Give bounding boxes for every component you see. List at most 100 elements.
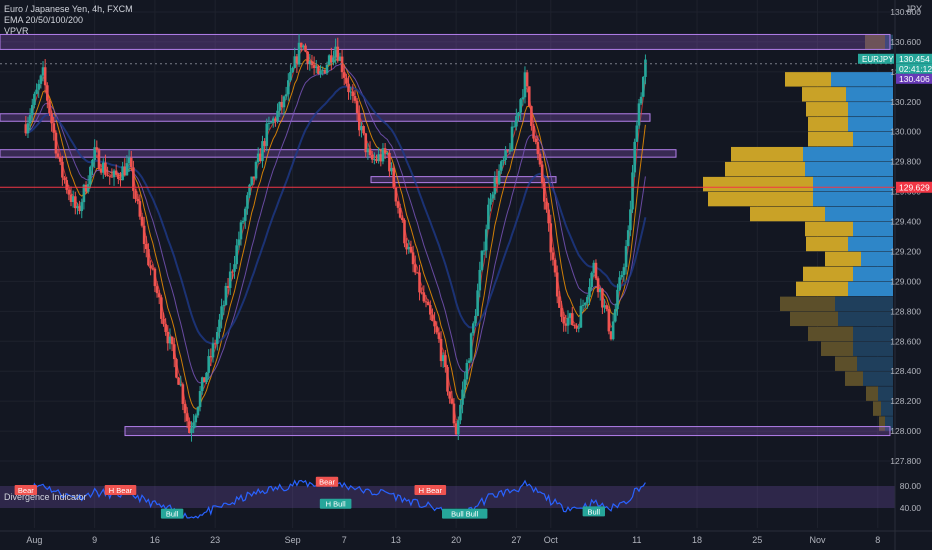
candle-body [515,116,518,126]
candle-body [246,195,249,209]
candle-body [220,306,223,319]
y-tick-label: 128.200 [890,396,921,406]
candle-body [29,115,32,123]
candle-body [115,171,118,175]
candle-body [343,72,346,78]
x-tick-label: 20 [451,535,461,545]
candle-body [446,367,449,392]
candle-body [384,148,387,153]
candle-body [289,72,292,80]
candle-body [483,250,486,251]
divergence-label-text: Bull [588,507,601,516]
candle-body [618,277,621,290]
candle-body [476,290,479,316]
candle-body [158,293,161,297]
vp-bar-up [750,207,825,221]
candle-body [194,415,197,422]
candle-body [487,205,490,230]
y-tick-label: 130.000 [890,127,921,137]
candle-body [562,317,565,324]
candle-body [50,113,53,123]
candle-body [595,263,598,278]
candle-body [395,188,398,202]
candle-body [255,162,258,178]
candle-body [65,180,68,190]
candle-body [644,60,647,77]
candle-body [345,78,348,84]
candle-body [448,392,451,399]
vp-bar-down [861,252,893,266]
x-tick-label: 11 [632,535,641,545]
candle-body [427,302,430,305]
vp-bar-up [805,222,853,236]
candle-body [347,84,350,92]
candle-body [545,202,548,210]
vp-bar-down [835,297,893,311]
candle-body [537,142,540,154]
candle-body [543,183,546,201]
candle-body [186,413,189,421]
symbol-title[interactable]: Euro / Japanese Yen, 4h, FXCM [4,4,133,15]
candle-body [160,297,163,319]
candle-body [491,194,494,198]
candle-body [485,229,488,250]
candle-body [225,286,228,305]
candle-body [108,176,111,177]
sr-zone[interactable] [125,427,890,436]
vp-bar-up [835,356,857,370]
candle-body [612,321,615,339]
candle-body [636,125,639,141]
vp-bar-down [803,147,893,161]
candle-body [136,199,139,201]
candle-body [126,163,129,175]
candle-body [141,217,144,226]
vpvr-indicator-label[interactable]: VPVR [4,26,133,37]
candle-body [519,99,522,112]
candle-body [68,190,71,195]
candle-body [582,305,585,306]
candle-body [31,105,34,115]
candle-body [453,404,456,424]
candle-body [352,91,355,96]
candle-body [584,303,587,305]
candle-body [625,246,628,267]
sr-zone[interactable] [0,150,676,157]
candle-body [433,321,436,326]
candle-body [616,290,619,309]
vp-bar-up [825,252,861,266]
candle-body [498,171,501,184]
x-tick-label: 25 [752,535,762,545]
candle-body [319,71,322,74]
sr-zone[interactable] [0,34,890,49]
vp-bar-down [846,87,893,101]
ema-indicator-label[interactable]: EMA 20/50/100/200 [4,15,133,26]
currency-label[interactable]: JPY [905,4,922,14]
sr-zone[interactable] [0,114,650,121]
y-tick-label: 128.800 [890,306,921,316]
candle-body [40,76,43,84]
candle-body [87,184,90,191]
candle-body [423,292,426,301]
candle-body [145,244,148,249]
candle-body [143,226,146,244]
candle-body [558,296,561,307]
candle-body [371,155,374,160]
y-tick-label: 130.600 [890,37,921,47]
candle-body [233,264,236,272]
candle-body [162,319,165,324]
x-tick-label: 18 [692,535,702,545]
candle-body [481,251,484,270]
candle-body [311,61,314,65]
y-tick-label: 128.600 [890,336,921,346]
candle-body [46,85,49,100]
vp-bar-up [796,282,848,296]
candle-body [605,305,608,309]
vp-bar-up [821,342,853,356]
candle-body [474,316,477,323]
candle-body [27,123,30,133]
divergence-label-text: Bear [319,478,335,487]
candle-body [552,252,555,259]
vp-bar-down [805,162,893,176]
vp-bar-down [863,371,893,385]
